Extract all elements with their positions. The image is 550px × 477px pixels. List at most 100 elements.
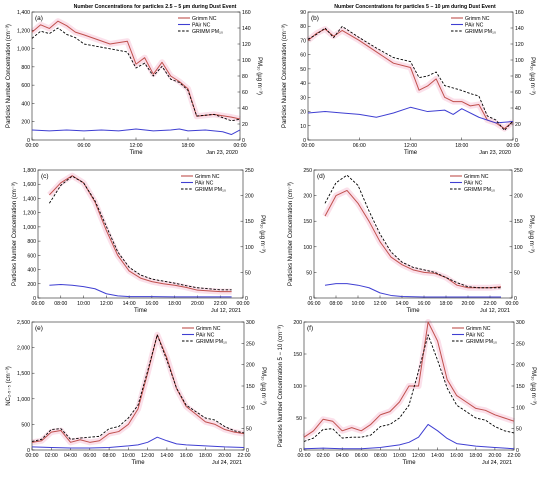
legend-label: PAir NC (196, 333, 215, 339)
y2-tick-label: 150 (245, 219, 254, 225)
x-tick-label: 22:00 (214, 301, 227, 307)
y-tick-label: 80 (300, 24, 306, 30)
y2-tick-label: 200 (514, 194, 523, 200)
x-tick-label: 10:00 (393, 453, 406, 459)
y-tick-label: 0 (27, 448, 30, 454)
y2-tick-label: 50 (245, 270, 251, 276)
x-tick-label: 00:00 (237, 301, 250, 307)
y2-tick-label: 300 (516, 320, 525, 326)
right-column-title: Number Concentrations for particles 5 − … (334, 4, 496, 10)
x-tick-label: 10:00 (352, 301, 365, 307)
y-tick-label: 30 (300, 95, 306, 101)
y2-tick-label: 100 (515, 58, 524, 64)
y-tick-label: 10 (300, 124, 306, 130)
y-tick-label: 0 (33, 296, 36, 302)
panel-f: 0 50 100 150 200 0 50 100 150 200 250 300 00:00 02:00… (278, 319, 536, 466)
y2-tick-label: 100 (242, 58, 251, 64)
y-tick-label: 200 (293, 320, 302, 326)
y2-tick-label: 200 (516, 363, 525, 369)
date-label: Jul 12, 2021 (480, 308, 510, 314)
y-tick-label: 100 (293, 384, 302, 390)
y2-tick-label: 80 (242, 74, 248, 80)
y2-axis-label: PM₁₀ (µg m⁻³) (260, 367, 266, 405)
y2-tick-label: 80 (515, 74, 521, 80)
x-tick-label: 14:00 (160, 453, 173, 459)
y-tick-label: 600 (21, 83, 30, 89)
x-tick-label: 00:00 (26, 143, 39, 149)
y2-tick-label: 100 (245, 245, 254, 251)
x-tick-label: 16:00 (418, 301, 431, 307)
x-tick-label: 14:00 (396, 301, 409, 307)
x-tick-label: 08:00 (54, 301, 67, 307)
x-tick-label: 10:00 (122, 453, 135, 459)
y-tick-label: 800 (21, 65, 30, 71)
x-tick-label: 00:00 (302, 143, 315, 149)
legend-label: GRIMM PM₁₀ (465, 29, 496, 35)
y-axis-label: Particles Number Concentration 5 − 10 (c… (278, 325, 284, 447)
y2-tick-label: 120 (242, 42, 251, 48)
y2-tick-label: 150 (514, 219, 523, 225)
x-tick-label: 02:00 (45, 453, 58, 459)
x-tick-label: 12:00 (100, 301, 113, 307)
y-tick-label: 90 (300, 10, 306, 16)
series-line-pair-nc (303, 423, 515, 450)
y2-tick-label: 50 (514, 270, 520, 276)
y-axis-label: Particles Number Concentration (cm⁻³) (282, 24, 288, 128)
y-tick-label: 100 (303, 245, 312, 251)
x-tick-label: 18:00 (199, 453, 212, 459)
x-tick-label: 22:00 (238, 453, 251, 459)
y2-tick-label: 100 (514, 245, 523, 251)
y-tick-label: 2,000 (17, 346, 30, 352)
y2-tick-label: 20 (515, 122, 521, 128)
x-tick-label: 04:00 (64, 453, 77, 459)
y-tick-label: 1,500 (17, 371, 30, 377)
x-tick-label: 04:00 (336, 453, 349, 459)
x-tick-label: 12:00 (130, 143, 143, 149)
legend-label: Grimm NC (464, 174, 489, 180)
x-tick-label: 00:00 (234, 143, 247, 149)
y2-tick-label: 150 (516, 384, 525, 390)
panel-label: (c) (41, 173, 49, 180)
legend-label: Grimm NC (465, 16, 490, 22)
x-tick-label: 16:00 (145, 301, 158, 307)
y2-tick-label: 50 (246, 427, 252, 433)
y2-tick-label: 0 (246, 448, 249, 454)
y2-tick-label: 100 (246, 405, 255, 411)
series-line-grimm-pm- (31, 27, 241, 122)
panel-b: 0 10 20 30 40 50 60 70 80 90 0 20 40 60 80 100 120 140 160… (282, 10, 535, 156)
y2-tick-label: 250 (246, 341, 255, 347)
y2-tick-label: 120 (515, 42, 524, 48)
series-line-grimm-pm- (324, 174, 501, 289)
panel-a: 0 200 400 600 800 1,000 1,200 1,400 0 20 40 60 80 100… (6, 10, 262, 156)
x-tick-label: 12:00 (374, 301, 387, 307)
x-tick-label: 06:00 (308, 301, 321, 307)
series-line-grimm-pm- (49, 175, 232, 291)
highlight-band (306, 26, 515, 132)
y2-tick-label: 160 (242, 10, 251, 16)
y-tick-label: 1,800 (23, 168, 36, 174)
y-tick-label: 1,600 (23, 182, 36, 188)
series-line-pair-nc (307, 106, 514, 124)
y-tick-label: 1,000 (17, 397, 30, 403)
x-tick-label: 22:00 (508, 453, 521, 459)
x-tick-label: 06:00 (355, 453, 368, 459)
y-tick-label: 1,000 (23, 225, 36, 231)
x-axis-label: Time (404, 150, 418, 156)
y2-tick-label: 250 (245, 168, 254, 174)
series-line-grimm-nc (303, 321, 515, 438)
legend-label: PAir NC (192, 23, 211, 29)
x-tick-label: 08:00 (330, 301, 343, 307)
x-tick-label: 10:00 (77, 301, 90, 307)
x-tick-label: 20:00 (218, 453, 231, 459)
x-tick-label: 00:00 (298, 453, 311, 459)
x-tick-label: 16:00 (450, 453, 463, 459)
series-line-grimm-pm- (307, 25, 514, 131)
x-axis-label: Time (134, 308, 148, 314)
y-tick-label: 60 (300, 53, 306, 59)
plot-frame (313, 169, 513, 299)
